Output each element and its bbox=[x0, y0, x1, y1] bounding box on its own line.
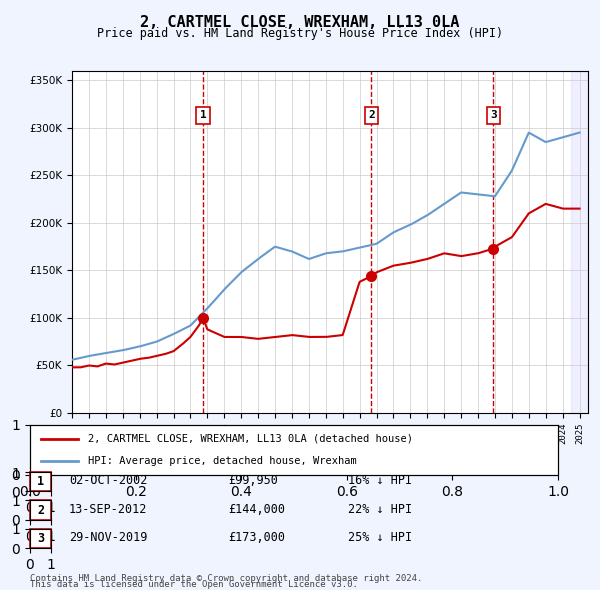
Text: Price paid vs. HM Land Registry's House Price Index (HPI): Price paid vs. HM Land Registry's House … bbox=[97, 27, 503, 40]
Text: This data is licensed under the Open Government Licence v3.0.: This data is licensed under the Open Gov… bbox=[30, 580, 358, 589]
Text: 02-OCT-2002: 02-OCT-2002 bbox=[69, 474, 148, 487]
Text: 13-SEP-2012: 13-SEP-2012 bbox=[69, 503, 148, 516]
Text: 2: 2 bbox=[368, 110, 375, 120]
Text: 16% ↓ HPI: 16% ↓ HPI bbox=[348, 474, 412, 487]
Text: HPI: Average price, detached house, Wrexham: HPI: Average price, detached house, Wrex… bbox=[88, 456, 357, 466]
Text: £144,000: £144,000 bbox=[228, 503, 285, 516]
Text: 1: 1 bbox=[200, 110, 206, 120]
Text: 25% ↓ HPI: 25% ↓ HPI bbox=[348, 531, 412, 544]
Text: 3: 3 bbox=[490, 110, 497, 120]
Text: 2: 2 bbox=[37, 503, 44, 517]
Text: 29-NOV-2019: 29-NOV-2019 bbox=[69, 531, 148, 544]
Text: £173,000: £173,000 bbox=[228, 531, 285, 544]
Text: 2, CARTMEL CLOSE, WREXHAM, LL13 0LA: 2, CARTMEL CLOSE, WREXHAM, LL13 0LA bbox=[140, 15, 460, 30]
Text: 1: 1 bbox=[37, 475, 44, 489]
Text: 2, CARTMEL CLOSE, WREXHAM, LL13 0LA (detached house): 2, CARTMEL CLOSE, WREXHAM, LL13 0LA (det… bbox=[88, 434, 413, 444]
Text: Contains HM Land Registry data © Crown copyright and database right 2024.: Contains HM Land Registry data © Crown c… bbox=[30, 574, 422, 583]
Text: 3: 3 bbox=[37, 532, 44, 545]
Text: 22% ↓ HPI: 22% ↓ HPI bbox=[348, 503, 412, 516]
Bar bbox=[571, 71, 588, 413]
Text: £99,950: £99,950 bbox=[228, 474, 278, 487]
